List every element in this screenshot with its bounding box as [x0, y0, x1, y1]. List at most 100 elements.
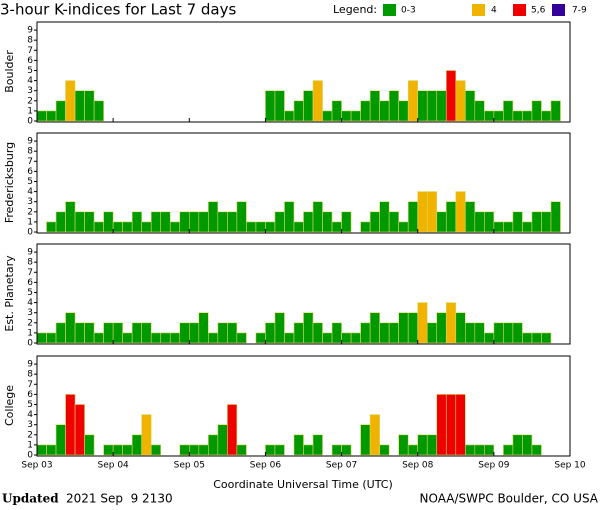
bar	[112, 221, 123, 233]
bar	[284, 110, 295, 122]
y-tick-label: 5	[27, 66, 33, 76]
bar	[407, 312, 419, 344]
bar	[65, 312, 76, 344]
bar	[350, 110, 361, 122]
panel-frame	[36, 21, 571, 123]
bar	[179, 444, 190, 456]
bar	[169, 332, 181, 344]
bar	[160, 332, 171, 344]
bar	[131, 211, 142, 233]
bar	[293, 100, 304, 122]
bar	[531, 100, 542, 122]
bar	[531, 211, 542, 233]
bar	[360, 322, 371, 344]
y-tick-label: 8	[27, 36, 33, 46]
legend-title: Legend:	[333, 3, 377, 16]
bar	[312, 322, 323, 344]
y-tick-label: 6	[27, 56, 33, 66]
bar	[103, 322, 114, 344]
y-tick-label: 3	[27, 197, 33, 207]
bar	[46, 332, 57, 344]
x-tick-label: Sep 10	[554, 461, 586, 471]
bar	[150, 211, 162, 233]
bar	[93, 100, 104, 122]
bar	[236, 332, 247, 344]
legend: 0-3 4 5,6 7-9	[383, 4, 587, 16]
bar	[112, 322, 123, 344]
y-tick-label: 1	[27, 106, 33, 116]
bar	[265, 221, 276, 233]
bar	[55, 322, 66, 344]
legend-label: 0-3	[401, 6, 416, 16]
y-tick-label: 0	[27, 451, 33, 461]
bar	[484, 332, 495, 344]
bar	[398, 100, 409, 122]
bar	[436, 90, 447, 122]
legend-swatch	[552, 4, 565, 16]
x-tick-label: Sep 05	[174, 461, 205, 471]
bar	[369, 312, 380, 344]
bar	[293, 322, 304, 344]
bar	[531, 332, 542, 344]
bar	[474, 444, 485, 456]
y-tick-label: 7	[27, 380, 33, 390]
y-tick-label: 1	[27, 217, 33, 227]
bar	[484, 211, 495, 233]
bar	[360, 100, 371, 122]
bar	[465, 322, 476, 344]
bar	[179, 322, 190, 344]
bar	[426, 434, 438, 456]
bar	[426, 191, 438, 233]
bar	[74, 322, 85, 344]
bar	[531, 444, 542, 456]
x-tick-label: Sep 08	[402, 461, 434, 471]
bar	[65, 80, 76, 122]
bar	[493, 110, 504, 122]
x-tick-label: Sep 06	[250, 461, 282, 471]
panel-name: Est. Planetary	[3, 255, 16, 332]
bar	[103, 211, 114, 233]
y-tick-label: 9	[27, 248, 33, 258]
bar	[303, 211, 314, 233]
x-tick-label: Sep 07	[326, 461, 357, 471]
bar	[341, 332, 352, 344]
bar	[284, 332, 295, 344]
y-tick-label: 1	[27, 328, 33, 338]
bar	[388, 322, 399, 344]
bar	[398, 312, 409, 344]
bar	[445, 70, 457, 122]
bar	[36, 444, 47, 456]
bar	[445, 201, 457, 233]
bar	[474, 100, 485, 122]
bar	[84, 322, 95, 344]
bar	[93, 221, 104, 233]
y-tick-label: 3	[27, 86, 33, 96]
bar	[474, 211, 485, 233]
y-tick-label: 8	[27, 147, 33, 157]
bar	[122, 332, 133, 344]
bar	[436, 211, 447, 233]
bar	[236, 444, 247, 456]
bar	[474, 322, 485, 344]
bar	[74, 211, 85, 233]
bar	[74, 404, 85, 456]
bar	[36, 332, 47, 344]
bar	[303, 312, 314, 344]
bar	[112, 444, 123, 456]
bar	[103, 444, 114, 456]
bar	[522, 332, 533, 344]
bar	[141, 322, 152, 344]
updated-label: Updated	[2, 492, 59, 506]
bar	[493, 221, 504, 233]
y-tick-label: 6	[27, 390, 33, 400]
y-tick-label: 9	[27, 26, 33, 36]
bar	[522, 221, 533, 233]
y-tick-label: 9	[27, 137, 33, 147]
bar	[398, 221, 409, 233]
bar	[303, 444, 314, 456]
y-tick-label: 3	[27, 308, 33, 318]
y-tick-label: 2	[27, 96, 33, 106]
bar	[208, 434, 219, 456]
